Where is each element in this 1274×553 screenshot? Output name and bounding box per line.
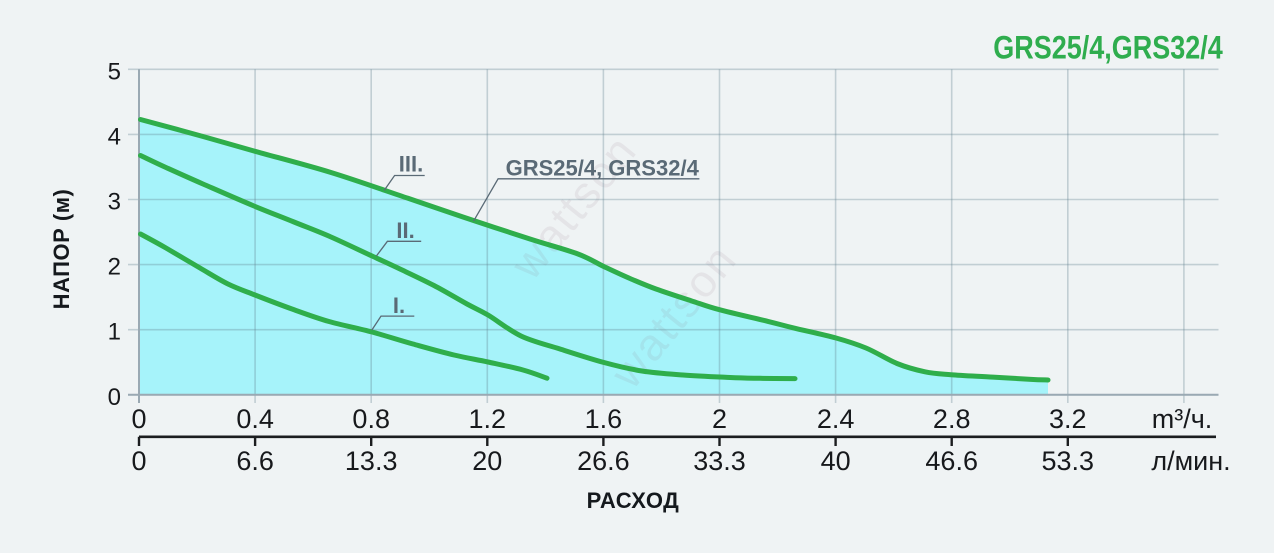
svg-text:III.: III. <box>399 151 423 176</box>
svg-text:3: 3 <box>108 189 121 216</box>
svg-text:20: 20 <box>472 446 502 476</box>
svg-text:53.3: 53.3 <box>1042 446 1095 476</box>
svg-text:6.6: 6.6 <box>236 446 274 476</box>
svg-text:1: 1 <box>108 319 121 346</box>
svg-text:2.8: 2.8 <box>933 404 971 434</box>
svg-text:0.8: 0.8 <box>352 404 390 434</box>
svg-text:0: 0 <box>131 404 146 434</box>
svg-text:0: 0 <box>131 446 146 476</box>
svg-text:1.2: 1.2 <box>469 404 507 434</box>
svg-text:2.4: 2.4 <box>817 404 855 434</box>
svg-text:2: 2 <box>712 404 727 434</box>
svg-text:НАПОР (м): НАПОР (м) <box>49 189 74 310</box>
svg-text:40: 40 <box>821 446 851 476</box>
svg-text:0: 0 <box>108 384 121 411</box>
svg-text:5: 5 <box>108 58 121 85</box>
svg-text:I.: I. <box>393 293 405 318</box>
svg-text:0.4: 0.4 <box>236 404 274 434</box>
svg-text:26.6: 26.6 <box>577 446 630 476</box>
svg-text:GRS25/4,GRS32/4: GRS25/4,GRS32/4 <box>993 30 1223 66</box>
svg-text:46.6: 46.6 <box>925 446 978 476</box>
svg-text:3.2: 3.2 <box>1049 404 1087 434</box>
svg-text:1.6: 1.6 <box>585 404 623 434</box>
svg-text:m³/ч.: m³/ч. <box>1152 404 1213 434</box>
svg-text:РАСХОД: РАСХОД <box>587 488 680 513</box>
svg-text:II.: II. <box>396 218 414 243</box>
svg-text:GRS25/4, GRS32/4: GRS25/4, GRS32/4 <box>506 155 700 180</box>
svg-text:2: 2 <box>108 254 121 281</box>
svg-text:л/мин.: л/мин. <box>1151 446 1230 476</box>
svg-text:13.3: 13.3 <box>345 446 398 476</box>
svg-text:33.3: 33.3 <box>693 446 746 476</box>
svg-text:4: 4 <box>108 123 121 150</box>
